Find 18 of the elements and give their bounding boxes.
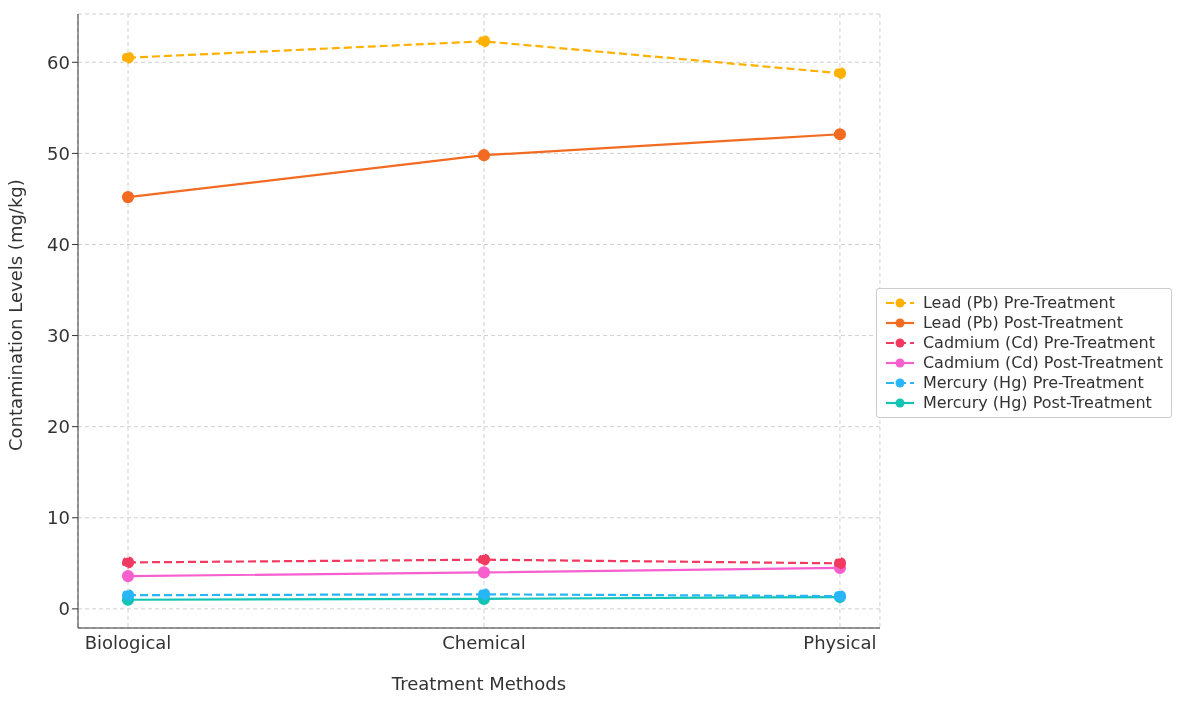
legend-label: Mercury (Hg) Pre-Treatment	[922, 373, 1144, 393]
x-tick-label: Chemical	[442, 631, 526, 653]
legend-label: Cadmium (Cd) Pre-Treatment	[922, 333, 1155, 353]
y-tick-label: 60	[47, 51, 70, 73]
y-tick-label: 20	[47, 416, 70, 438]
y-tick-label: 0	[58, 598, 70, 620]
legend-label: Lead (Pb) Pre-Treatment	[922, 293, 1115, 313]
x-axis-title: Treatment Methods	[390, 673, 567, 694]
y-tick-label: 30	[47, 324, 70, 346]
legend-label: Lead (Pb) Post-Treatment	[922, 313, 1124, 333]
y-tick-label: 10	[47, 507, 70, 529]
y-tick-label: 40	[47, 233, 70, 255]
y-tick-label: 50	[47, 142, 70, 164]
x-tick-label: Physical	[803, 631, 877, 653]
legend-label: Cadmium (Cd) Post-Treatment	[922, 353, 1163, 373]
x-tick-label: Biological	[84, 631, 172, 653]
y-axis-title: Contamination Levels (mg/kg)	[5, 179, 27, 451]
legend-label: Mercury (Hg) Post-Treatment	[922, 393, 1152, 413]
